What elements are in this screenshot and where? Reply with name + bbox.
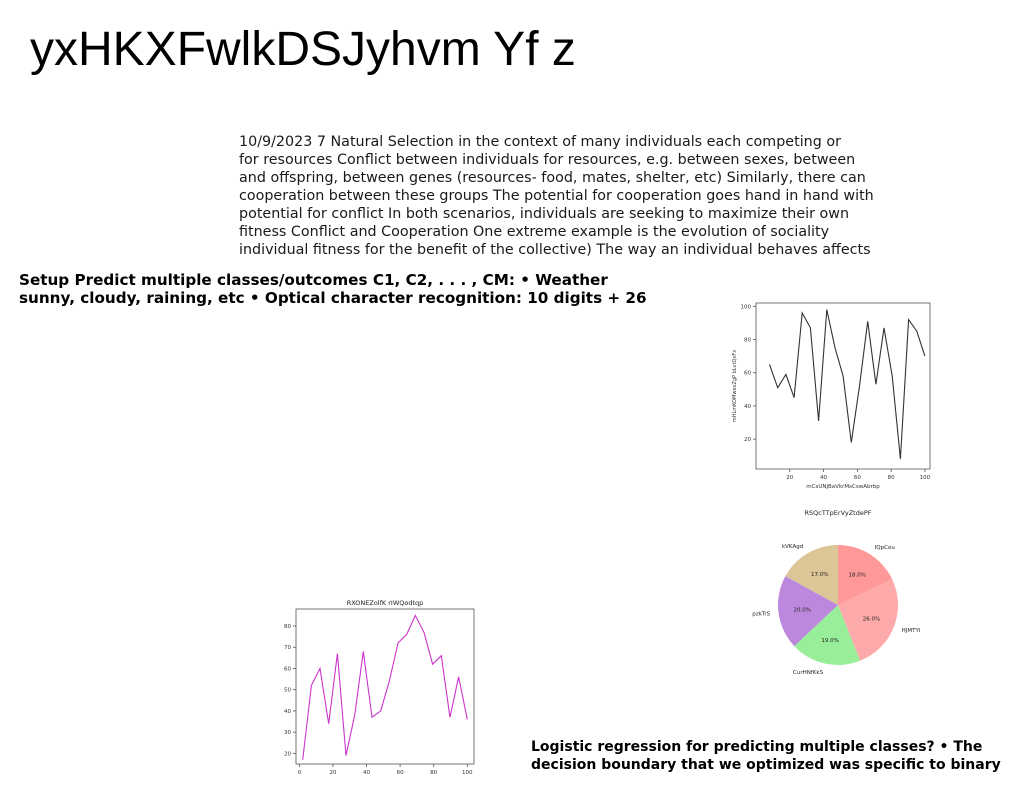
chart-title: RXONEZolfK rIWQodtqp <box>347 599 424 607</box>
x-tick-label: 60 <box>854 475 861 481</box>
plot-frame <box>295 608 475 765</box>
y-tick-label: 50 <box>284 688 291 694</box>
x-tick-label: 80 <box>888 475 895 481</box>
x-tick-label: 40 <box>820 475 827 481</box>
x-axis-label: mCsUNjBaVkrMsCswAbrbp <box>806 484 880 490</box>
pie-category-label: pzkTrS <box>752 612 770 618</box>
pie-category-label: kVKAgd <box>782 544 803 550</box>
x-tick-label: 60 <box>397 770 404 776</box>
setup-line: Setup Predict multiple classes/outcomes … <box>19 271 608 289</box>
y-tick-label: 20 <box>744 437 751 443</box>
x-tick-label: 100 <box>462 770 473 776</box>
pie-category-label: CurHNfKkS <box>793 670 824 676</box>
x-tick-label: 20 <box>786 475 793 481</box>
setup-line: sunny, cloudy, raining, etc • Optical ch… <box>19 289 647 307</box>
y-tick-label: 30 <box>284 730 291 736</box>
x-tick-label: 40 <box>363 770 370 776</box>
pie-slice <box>838 579 899 661</box>
pie-slice <box>794 605 861 666</box>
x-tick-label: 0 <box>298 770 302 776</box>
y-tick-label: 100 <box>741 304 752 310</box>
x-tick-label: 80 <box>430 770 437 776</box>
pie-category-label: IQpCou <box>875 545 895 551</box>
paragraph-line: potential for conflict In both scenarios… <box>239 206 850 222</box>
pie-value-label: 17.0% <box>811 572 828 578</box>
y-tick-label: 80 <box>284 624 291 630</box>
line-chart-top: 20 40 60 80 100 20 40 60 80 100 mCsUNjBaVkrMsCswAb… <box>728 297 938 492</box>
pie-slice <box>777 576 838 647</box>
plot-frame <box>755 302 931 470</box>
pie-slice <box>785 545 838 605</box>
y-tick-label: 70 <box>284 645 291 651</box>
x-tick-label: 20 <box>329 770 336 776</box>
line-chart-bottom-svg: 0 20 40 60 80 100 20 30 40 50 60 70 80 RXONEZolfK rIW… <box>284 599 475 776</box>
logistic-line: decision boundary that we optimized was … <box>531 757 1001 773</box>
paragraph-line: and offspring, between genes (resources-… <box>239 170 866 186</box>
x-tick-label: 100 <box>920 475 931 481</box>
pie-chart: RSQcTTpErVyZtdePF 18.0% IQpCou 26.0% HJMTYI 1… <box>752 505 924 700</box>
series-line <box>768 309 926 460</box>
chart-title: RSQcTTpErVyZtdePF <box>805 509 872 517</box>
pie-slice <box>838 545 893 605</box>
page-title: yxHKXFwlkDSJyhvm Yf z <box>30 23 576 76</box>
y-tick-label: 40 <box>284 709 291 715</box>
pie-chart-svg: RSQcTTpErVyZtdePF 18.0% IQpCou 26.0% HJMTYI 1… <box>752 509 921 676</box>
y-tick-label: 80 <box>744 338 751 344</box>
logistic-text: Logistic regression for predicting multi… <box>531 738 1024 774</box>
y-tick-label: 20 <box>284 751 291 757</box>
paragraph-line: cooperation between these groups The pot… <box>239 188 874 204</box>
paragraph-line: 10/9/2023 7 Natural Selection in the con… <box>239 134 841 150</box>
y-tick-label: 60 <box>744 371 751 377</box>
paragraph-line: for resources Conflict between individua… <box>239 152 856 168</box>
y-tick-label: 40 <box>744 404 751 410</box>
pie-value-label: 19.0% <box>821 638 838 644</box>
line-chart-bottom: 0 20 40 60 80 100 20 30 40 50 60 70 80 RXONEZolfK rIW… <box>278 595 483 780</box>
setup-text: Setup Predict multiple classes/outcomes … <box>19 271 679 307</box>
pie-value-label: 18.0% <box>849 573 866 579</box>
paragraph-line: fitness Conflict and Cooperation One ext… <box>239 224 830 240</box>
line-chart-top-svg: 20 40 60 80 100 20 40 60 80 100 mCsUNjBaVkrMsCswAb… <box>732 302 931 490</box>
body-paragraph: 10/9/2023 7 Natural Selection in the con… <box>239 133 879 259</box>
y-tick-label: 60 <box>284 666 291 672</box>
logistic-line: Logistic regression for predicting multi… <box>531 739 983 755</box>
paragraph-line: individual fitness for the benefit of th… <box>239 242 871 258</box>
pie-category-label: HJMTYI <box>902 628 921 634</box>
series-line <box>302 614 468 760</box>
pie-value-label: 26.0% <box>863 616 880 622</box>
pie-value-label: 20.0% <box>794 608 811 614</box>
y-axis-label: mHLmKOMwexZgP bLvtQxFx <box>732 350 738 422</box>
